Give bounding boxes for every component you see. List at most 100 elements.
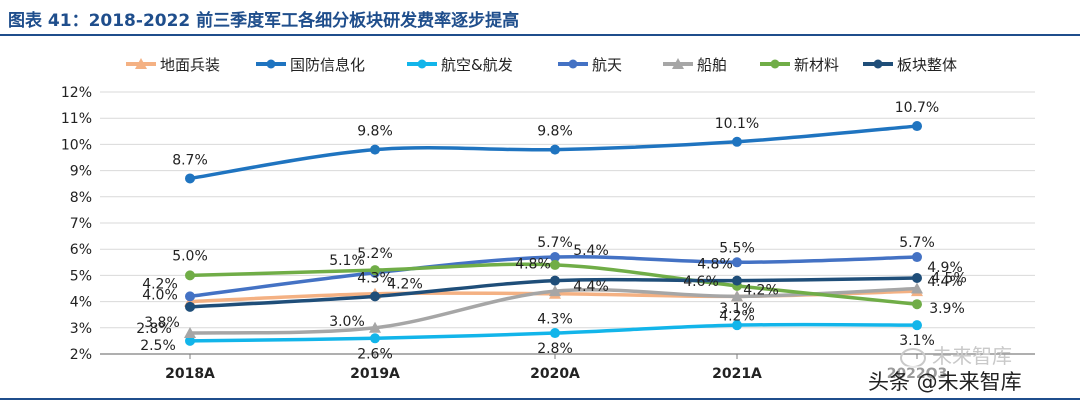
- data-label: 10.1%: [715, 116, 759, 132]
- data-label: 4.3%: [537, 312, 573, 328]
- data-label: 5.5%: [719, 240, 755, 256]
- legend-label: 航天: [592, 56, 622, 74]
- legend-swatch-marker: [417, 59, 427, 69]
- y-tick-label: 10%: [61, 137, 92, 153]
- data-label: 4.6%: [683, 274, 719, 290]
- data-label: 4.5%: [931, 271, 967, 287]
- data-label: 5.1%: [329, 253, 365, 269]
- y-tick-label: 11%: [61, 111, 92, 127]
- data-label: 4.4%: [927, 274, 963, 290]
- data-label: 2.8%: [537, 341, 573, 357]
- legend-label: 地面兵装: [160, 56, 220, 74]
- data-point: [731, 290, 743, 302]
- legend-item: 船舶: [663, 56, 727, 74]
- data-label: 4.2%: [142, 276, 178, 292]
- data-label: 8.7%: [172, 152, 208, 168]
- data-label: 5.7%: [537, 235, 573, 251]
- data-point: [369, 321, 381, 333]
- data-label: 5.2%: [357, 246, 393, 262]
- chart-title: 图表 41：2018-2022 前三季度军工各细分板块研发费率逐步提高: [8, 11, 520, 31]
- series-line-group: [185, 320, 922, 346]
- data-point: [912, 273, 922, 284]
- data-point: [732, 320, 742, 331]
- watermark-logo: 未来智库: [900, 340, 1012, 369]
- legend-item: 国防信息化: [256, 56, 365, 74]
- y-tick-label: 2%: [70, 347, 92, 363]
- bottom-divider: [0, 398, 1080, 400]
- data-label: 4.8%: [515, 257, 551, 273]
- data-point: [550, 259, 560, 270]
- legend-swatch-marker: [672, 58, 684, 69]
- legend-label: 航空&航发: [441, 56, 513, 74]
- x-tick-label: 2019A: [350, 366, 400, 382]
- data-label: 4.4%: [573, 279, 609, 295]
- legend-label: 国防信息化: [290, 56, 365, 74]
- watermark-source: 头条 @未来智库: [864, 366, 1026, 396]
- data-label: 3.1%: [719, 301, 755, 317]
- data-label: 5.0%: [172, 248, 208, 264]
- data-label: 4.2%: [719, 308, 755, 324]
- data-point: [912, 252, 922, 263]
- data-label: 9.8%: [357, 124, 393, 140]
- data-point: [549, 285, 561, 297]
- legend-item: 板块整体: [863, 56, 957, 74]
- legend-item: 地面兵装: [126, 56, 220, 74]
- series-line-group: [185, 273, 922, 312]
- data-point: [550, 144, 560, 155]
- y-tick-label: 5%: [70, 268, 92, 284]
- data-label: 3.0%: [329, 314, 365, 330]
- x-tick-label: 2020A: [530, 366, 580, 382]
- legend-swatch-marker: [568, 59, 578, 69]
- data-label: 5.7%: [899, 235, 935, 251]
- legend-swatch-marker: [266, 59, 276, 69]
- data-label: 4.0%: [142, 288, 178, 304]
- series-line-group: [185, 121, 922, 184]
- legend-item: 新材料: [760, 56, 839, 74]
- data-point: [550, 275, 560, 286]
- legend-label: 船舶: [697, 56, 727, 74]
- data-label: 2.6%: [357, 346, 393, 362]
- title-divider: [0, 34, 1080, 36]
- legend-swatch-marker: [135, 58, 147, 69]
- data-point: [912, 320, 922, 331]
- data-label: 3.9%: [929, 301, 965, 317]
- data-point: [732, 136, 742, 147]
- data-point: [732, 257, 742, 268]
- data-label: 4.8%: [697, 257, 733, 273]
- data-label: 4.2%: [387, 276, 423, 292]
- y-tick-label: 8%: [70, 190, 92, 206]
- data-point: [184, 327, 196, 339]
- data-label: 4.9%: [927, 260, 963, 276]
- y-tick-label: 12%: [61, 85, 92, 101]
- data-label: 10.7%: [895, 100, 939, 116]
- data-label: 3.1%: [899, 333, 935, 349]
- data-point: [911, 282, 923, 294]
- data-point: [550, 252, 560, 263]
- legend-label: 板块整体: [897, 56, 957, 74]
- data-label: 9.8%: [537, 124, 573, 140]
- series-line-group: [184, 282, 923, 339]
- legend-item: 航空&航发: [407, 56, 513, 74]
- legend-label: 新材料: [794, 56, 839, 74]
- data-label: 4.3%: [357, 271, 393, 287]
- data-point: [370, 144, 380, 155]
- legend-swatch-marker: [873, 59, 883, 69]
- data-label: 2.8%: [136, 321, 172, 337]
- data-point: [185, 335, 195, 346]
- data-label: 2.5%: [140, 338, 176, 354]
- watermark-logo-text: 未来智库: [932, 344, 1012, 368]
- legend-item: 航天: [558, 56, 622, 74]
- data-point: [185, 270, 195, 281]
- data-point: [912, 299, 922, 310]
- series-line-group: [185, 259, 922, 310]
- x-tick-label: 2018A: [165, 366, 215, 382]
- y-tick-label: 7%: [70, 216, 92, 232]
- y-tick-label: 6%: [70, 242, 92, 258]
- data-point: [185, 301, 195, 312]
- data-point: [370, 265, 380, 276]
- watermark-icon: [900, 347, 926, 368]
- y-tick-label: 9%: [70, 164, 92, 180]
- data-label: 4.2%: [743, 282, 779, 298]
- data-point: [370, 333, 380, 344]
